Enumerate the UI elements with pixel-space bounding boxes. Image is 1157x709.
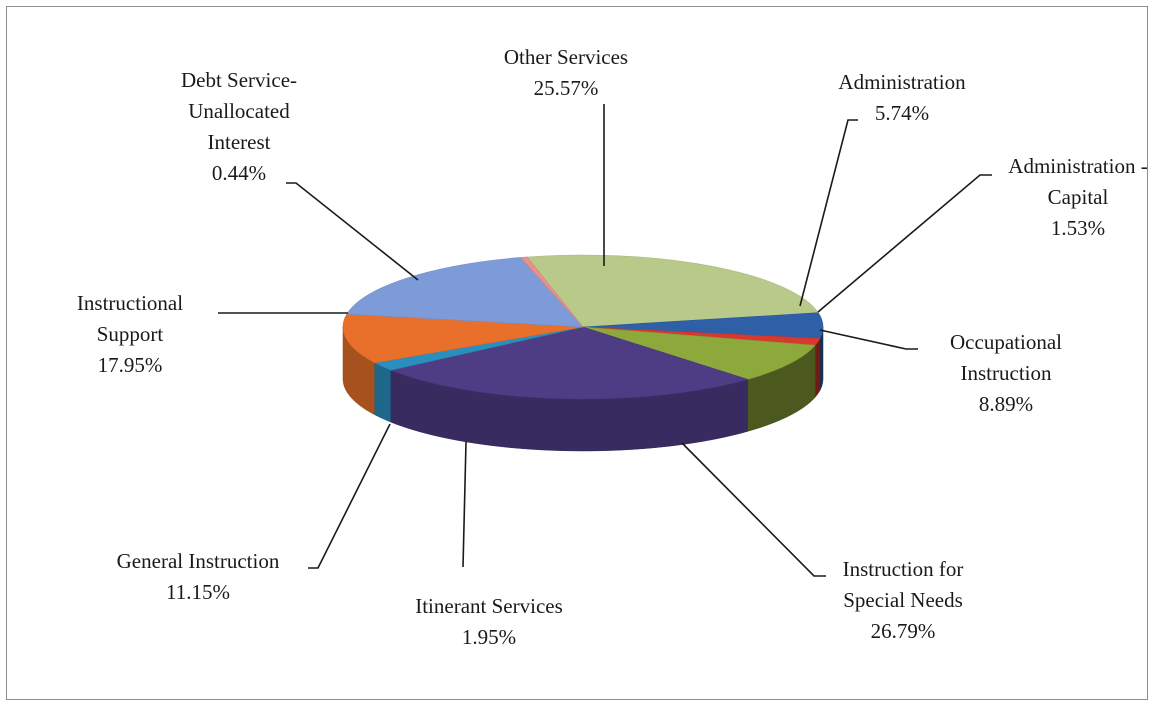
leader-line-administration	[799, 119, 858, 307]
slice-value-other-services: 25.57%	[534, 76, 599, 100]
slice-label-instructional-support: Support	[97, 322, 164, 346]
slice-value-instructional-support: 17.95%	[98, 353, 163, 377]
slice-instruction-for-special-needs	[389, 326, 749, 400]
slice-label-occupational-instruction: Instruction	[961, 361, 1052, 385]
slice-instructional-support	[346, 257, 584, 328]
slice-label-instruction-for-special-needs: Special Needs	[843, 588, 963, 612]
slice-label-administration-capital: Administration -	[1008, 154, 1147, 178]
leader-lines	[218, 104, 992, 577]
leader-line-general-instruction	[308, 423, 391, 569]
slice-label-general-instruction: General Instruction	[117, 549, 280, 573]
slice-label-debt-service-unallocated-interest: Interest	[208, 130, 271, 154]
leader-line-instruction-for-special-needs	[681, 442, 826, 577]
slice-value-debt-service-unallocated-interest: 0.44%	[212, 161, 266, 185]
slice-label-debt-service-unallocated-interest: Debt Service-	[181, 68, 297, 92]
slice-occupational-instruction	[582, 326, 816, 380]
slice-label-occupational-instruction: Occupational	[950, 330, 1062, 354]
slice-label-administration: Administration	[838, 70, 966, 94]
slice-label-instruction-for-special-needs: Instruction for	[843, 557, 964, 581]
slice-value-instruction-for-special-needs: 26.79%	[871, 619, 936, 643]
slice-labels: Other Services 25.57% Administration 5.74% A…	[77, 45, 1148, 649]
slice-label-itinerant-services: Itinerant Services	[415, 594, 563, 618]
slice-label-administration-capital: Capital	[1048, 185, 1109, 209]
slice-label-instructional-support: Instructional	[77, 291, 183, 315]
leader-line-occupational-instruction	[819, 329, 918, 350]
slice-label-debt-service-unallocated-interest: Unallocated	[188, 99, 290, 123]
slice-value-general-instruction: 11.15%	[166, 580, 230, 604]
leader-line-debt-service-unallocated-interest	[286, 182, 419, 281]
slice-other-services	[526, 254, 819, 328]
slice-value-administration: 5.74%	[875, 101, 929, 125]
slice-value-occupational-instruction: 8.89%	[979, 392, 1033, 416]
slice-value-itinerant-services: 1.95%	[462, 625, 516, 649]
slice-value-administration-capital: 1.53%	[1051, 216, 1105, 240]
side-wall-itinerant-services	[374, 362, 392, 423]
leader-line-itinerant-services	[462, 441, 467, 568]
pie-side-walls	[342, 326, 824, 452]
slice-debt-service-unallocated-interest	[519, 256, 584, 328]
side-wall-administration-capital	[814, 338, 821, 398]
slice-label-other-services: Other Services	[504, 45, 628, 69]
leader-line-administration-capital	[817, 174, 992, 313]
pie-top-faces	[342, 254, 824, 400]
slice-general-instruction	[342, 313, 584, 364]
